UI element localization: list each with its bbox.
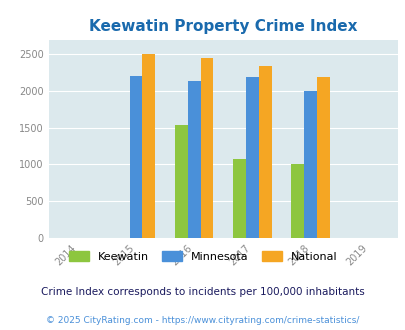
Legend: Keewatin, Minnesota, National: Keewatin, Minnesota, National <box>64 247 341 266</box>
Title: Keewatin Property Crime Index: Keewatin Property Crime Index <box>89 19 357 34</box>
Text: Crime Index corresponds to incidents per 100,000 inhabitants: Crime Index corresponds to incidents per… <box>41 287 364 297</box>
Bar <box>175 125 188 238</box>
Bar <box>303 91 316 238</box>
Bar <box>232 159 245 238</box>
Bar <box>291 164 303 238</box>
Bar <box>142 54 155 238</box>
Bar <box>129 76 142 238</box>
Text: © 2025 CityRating.com - https://www.cityrating.com/crime-statistics/: © 2025 CityRating.com - https://www.city… <box>46 315 359 325</box>
Bar <box>316 77 329 238</box>
Bar <box>200 58 213 238</box>
Bar <box>245 77 258 238</box>
Bar <box>258 66 271 238</box>
Bar <box>188 82 200 238</box>
